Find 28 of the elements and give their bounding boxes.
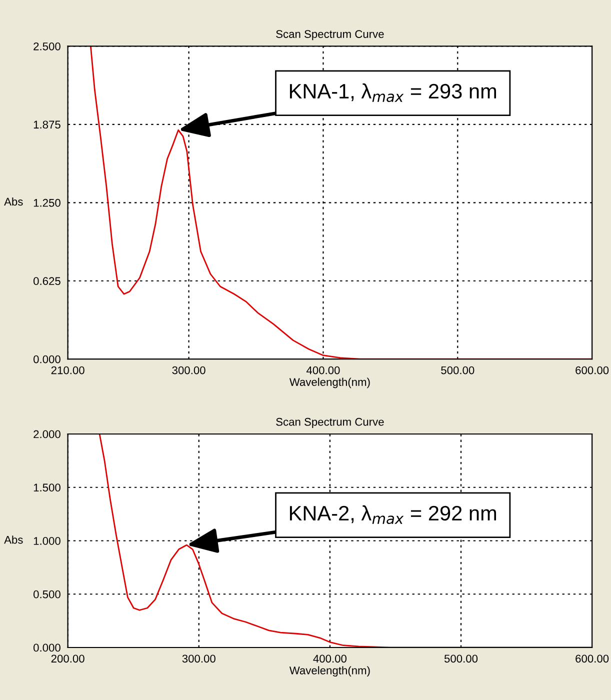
annotation: KNA-1, λ$_{max}$ = 293 nm: [290, 83, 496, 102]
x-tick-label: 400.00: [306, 366, 340, 374]
y-tick-label: 1.875: [34, 120, 60, 129]
y-tick-label: 0.000: [34, 644, 60, 652]
chart-title: Scan Spectrum Curve: [276, 30, 384, 40]
chart-title: Scan Spectrum Curve: [276, 418, 384, 428]
x-tick-label: 600.00: [576, 654, 609, 663]
y-tick-label: 2.000: [34, 430, 60, 438]
x-tick-label: 400.00: [313, 654, 346, 663]
y-tick-label: 1.500: [34, 484, 60, 492]
x-tick-label: 300.00: [172, 366, 206, 374]
x-tick-label: 300.00: [182, 654, 216, 663]
x-tick-label: 500.00: [441, 366, 474, 374]
y-axis-title: Abs: [4, 197, 23, 206]
x-tick-label: 210.00: [51, 366, 84, 374]
y-tick-label: 0.500: [34, 590, 60, 598]
x-axis-title: Wavelength(nm): [289, 378, 370, 388]
y-tick-label: 0.625: [34, 277, 60, 286]
x-axis-title: Wavelength(nm): [289, 666, 370, 677]
y-axis-title: Abs: [4, 536, 23, 544]
x-tick-label: 200.00: [51, 654, 84, 663]
y-tick-label: 1.250: [34, 198, 60, 207]
y-tick-label: 2.500: [34, 42, 60, 50]
x-tick-label: 600.00: [576, 366, 609, 374]
y-tick-label: 1.000: [34, 537, 60, 545]
x-tick-label: 500.00: [444, 654, 478, 663]
annotation: KNA-2, λ$_{max}$ = 292 nm: [290, 505, 496, 524]
y-tick-label: 0.000: [34, 355, 60, 364]
